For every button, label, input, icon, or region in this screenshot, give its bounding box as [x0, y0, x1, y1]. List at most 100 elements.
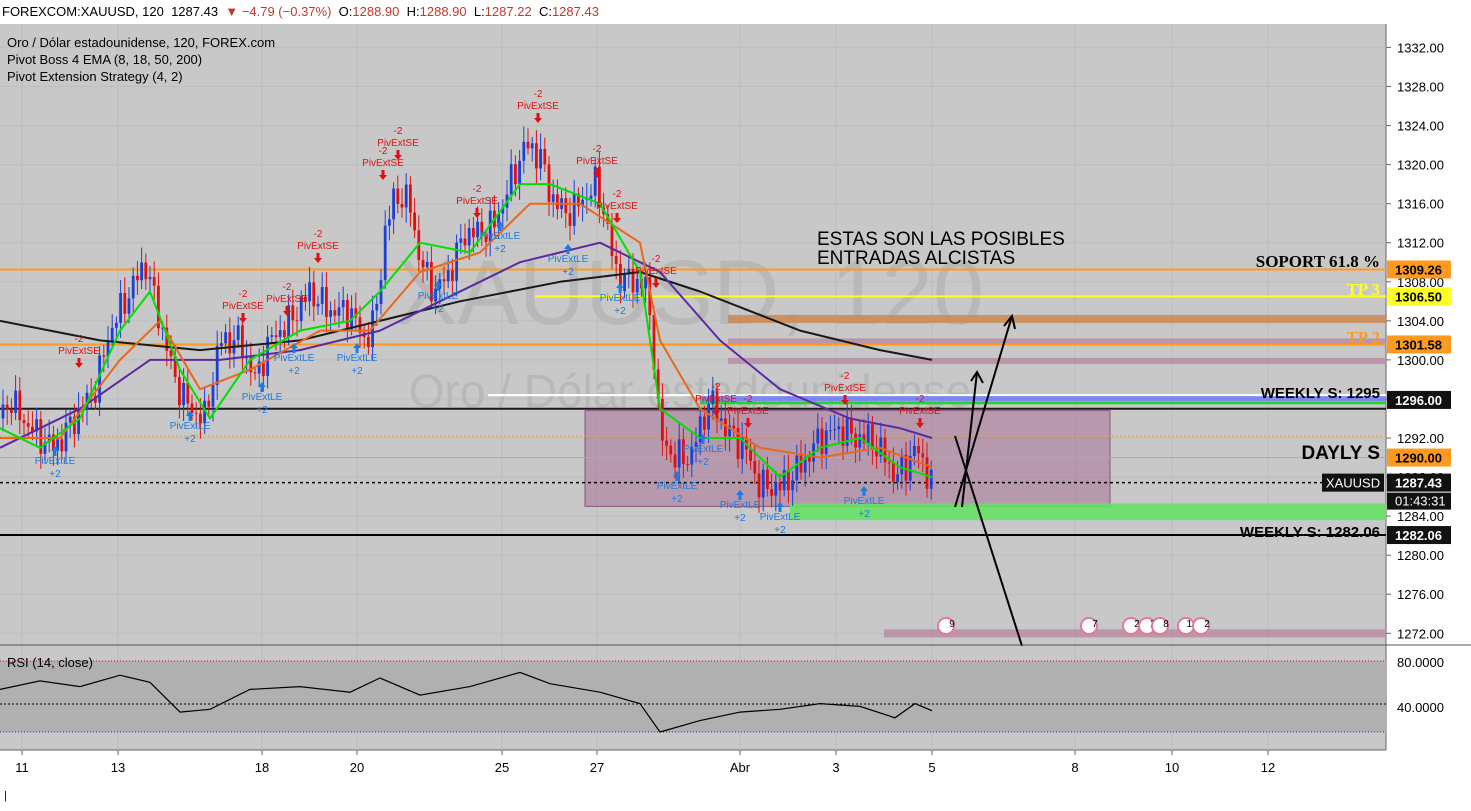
close-value: 1287.43	[551, 4, 599, 19]
time-axis[interactable]	[0, 750, 1471, 811]
y-tick-label: 1300.00	[1397, 353, 1444, 368]
candle-body	[333, 310, 337, 316]
rsi-line	[0, 671, 933, 733]
down-arrow-icon	[394, 150, 402, 160]
candle-body	[136, 275, 139, 281]
up-arrow-icon	[258, 382, 266, 392]
high-value: 1288.90	[419, 4, 467, 19]
short-signal-qty: -2	[473, 184, 482, 195]
tag-1290-bg	[1387, 448, 1451, 467]
y-tick-label: 1308.00	[1397, 275, 1444, 290]
candle-body	[728, 425, 731, 437]
candle-body	[278, 330, 282, 337]
rsi-tick-80: 80.0000	[1397, 655, 1444, 670]
up-arrow-icon	[673, 471, 681, 481]
candle-body	[610, 223, 614, 257]
low-label: L:	[473, 4, 485, 19]
candle-body	[623, 274, 626, 292]
candle-body	[904, 454, 908, 481]
legend-strategy[interactable]: Pivot Extension Strategy (4, 2)	[7, 69, 183, 84]
tp2-zone	[728, 338, 1386, 345]
candle-body	[434, 288, 437, 302]
up-arrow-icon	[434, 281, 442, 291]
candle-body	[808, 457, 811, 462]
candle-body	[648, 277, 652, 316]
long-signal-qty: +2	[697, 457, 709, 468]
y-tick-label: 1280.00	[1397, 548, 1444, 563]
candle-body	[119, 293, 122, 323]
x-axis-ticks: 11 13 18 20 25 27 Abr 3 5 8 10 12	[15, 750, 1275, 775]
dayly-s-label: DAYLY S	[1301, 443, 1380, 464]
candle-body	[148, 276, 152, 280]
grid	[0, 24, 1386, 750]
long-signal-label: PivExtLE	[760, 512, 801, 523]
candle-body	[207, 400, 211, 407]
candle-body	[329, 310, 332, 317]
candle-body	[451, 270, 454, 281]
candle-body	[463, 238, 467, 246]
zones	[584, 314, 1386, 638]
candle-body	[530, 143, 534, 149]
long-signal-label: PivExtLE	[480, 231, 521, 242]
short-signal-qty: -2	[534, 89, 543, 100]
y-tick-label: 1312.00	[1397, 236, 1444, 251]
entry-arrow-2	[961, 371, 978, 508]
candle-body	[123, 293, 127, 314]
down-arrow-icon	[239, 313, 247, 323]
tag-1306: 1306.50	[1395, 289, 1442, 304]
candle-body	[73, 416, 76, 435]
x-tick-label: 20	[350, 760, 364, 775]
candle-body	[52, 434, 55, 451]
long-signal-label: PivExtLE	[720, 500, 761, 511]
candle-body	[665, 440, 668, 446]
long-signal-qty: +2	[288, 366, 300, 377]
long-signal-qty: +2	[351, 366, 363, 377]
y-tick-label: 1324.00	[1397, 119, 1444, 134]
candle-body	[682, 439, 685, 465]
tag-last-bg	[1387, 473, 1451, 492]
candle-body	[858, 434, 862, 448]
candle-body	[719, 418, 723, 422]
legend-symbol[interactable]: Oro / Dólar estadounidense, 120, FOREX.c…	[7, 35, 276, 50]
candle-body	[480, 221, 484, 237]
short-signal-label: PivExtSE	[596, 201, 638, 212]
up-arrow-icon	[860, 486, 868, 496]
up-arrow-icon	[353, 343, 361, 353]
candle-body	[421, 260, 425, 268]
candle-body	[400, 203, 404, 208]
up-arrow-icon	[290, 343, 298, 353]
candle-body	[346, 300, 349, 330]
y-tick-label: 1276.00	[1397, 587, 1444, 602]
event-badges[interactable]: 97228142	[937, 617, 1210, 635]
countdown: 01:43:31	[1395, 494, 1446, 509]
up-arrow-icon	[736, 490, 744, 500]
price-chart[interactable]: XAUUSD, 120 Oro / Dólar estadounidense P…	[0, 24, 1471, 811]
candle-body	[925, 457, 929, 489]
candle-body	[228, 332, 232, 354]
short-signal-label: PivExtSE	[377, 138, 419, 149]
tag-1296-bg	[1387, 390, 1451, 409]
short-signal-qty: -2	[916, 394, 925, 405]
symbol-name[interactable]: FOREXCOM:XAUUSD, 120	[2, 4, 164, 19]
candle-body	[564, 198, 568, 214]
candle-body	[94, 395, 97, 403]
down-arrow-icon	[75, 358, 83, 368]
x-tick-label: 10	[1165, 760, 1179, 775]
short-signal-label: PivExtSE	[266, 294, 308, 305]
candle-body	[669, 445, 673, 455]
short-signal-label: PivExtSE	[635, 266, 677, 277]
long-signal-qty: +2	[774, 525, 786, 536]
candle-body	[299, 296, 303, 322]
down-arrow-icon	[473, 208, 481, 218]
candle-body	[283, 330, 286, 338]
down-arrow-icon	[314, 253, 322, 263]
y-tick-label: 1316.00	[1397, 197, 1444, 212]
candle-body	[929, 469, 933, 489]
high-label: H:	[406, 4, 420, 19]
price-change: −4.79 (−0.37%)	[241, 4, 332, 19]
candle-body	[446, 270, 450, 282]
short-signal-label: PivExtSE	[456, 196, 498, 207]
legend-ema[interactable]: Pivot Boss 4 EMA (8, 18, 50, 200)	[7, 52, 203, 67]
y-tick-label: 1304.00	[1397, 314, 1444, 329]
candle-body	[127, 298, 131, 314]
